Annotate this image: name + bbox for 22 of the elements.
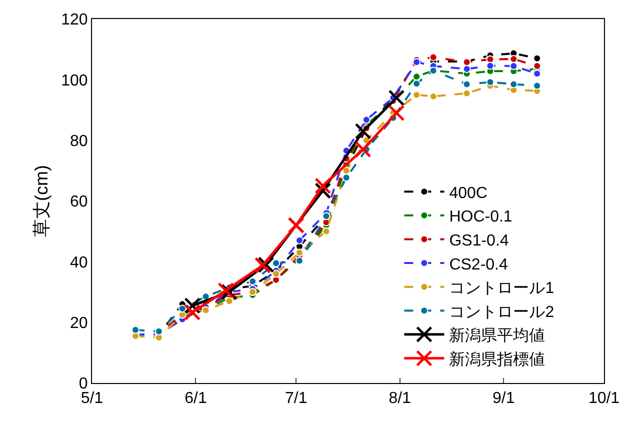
legend-label: コントロール2 — [449, 304, 554, 321]
x-tick-label: 5/1 — [80, 390, 104, 408]
y-tick-label: 100 — [61, 72, 88, 90]
y-tick-label: 60 — [70, 194, 88, 211]
y-tick-label: 0 — [78, 376, 88, 393]
y-tick-label: 20 — [70, 314, 88, 332]
legend-label: GS1-0.4 — [449, 232, 509, 250]
x-tick-label: 10/1 — [588, 390, 620, 408]
x-tick-label: 8/1 — [388, 390, 412, 408]
legend-label: HOC-0.1 — [449, 208, 512, 226]
legend-label: 新潟県指標値 — [449, 350, 546, 368]
y-tick-label: 40 — [70, 254, 88, 272]
x-tick-label: 9/1 — [492, 390, 515, 408]
legend-label: コントロール1 — [449, 280, 554, 298]
legend-label: 新潟県平均値 — [449, 326, 546, 345]
x-tick-label: 6/1 — [184, 390, 207, 408]
y-axis-title: 草丈(cm) — [31, 165, 52, 237]
legend-label: 400C — [449, 184, 488, 202]
y-tick-label: 120 — [61, 12, 88, 29]
legend-label: CS2-0.4 — [449, 256, 508, 274]
x-tick-label: 7/1 — [285, 390, 308, 408]
y-tick-label: 80 — [70, 132, 88, 150]
